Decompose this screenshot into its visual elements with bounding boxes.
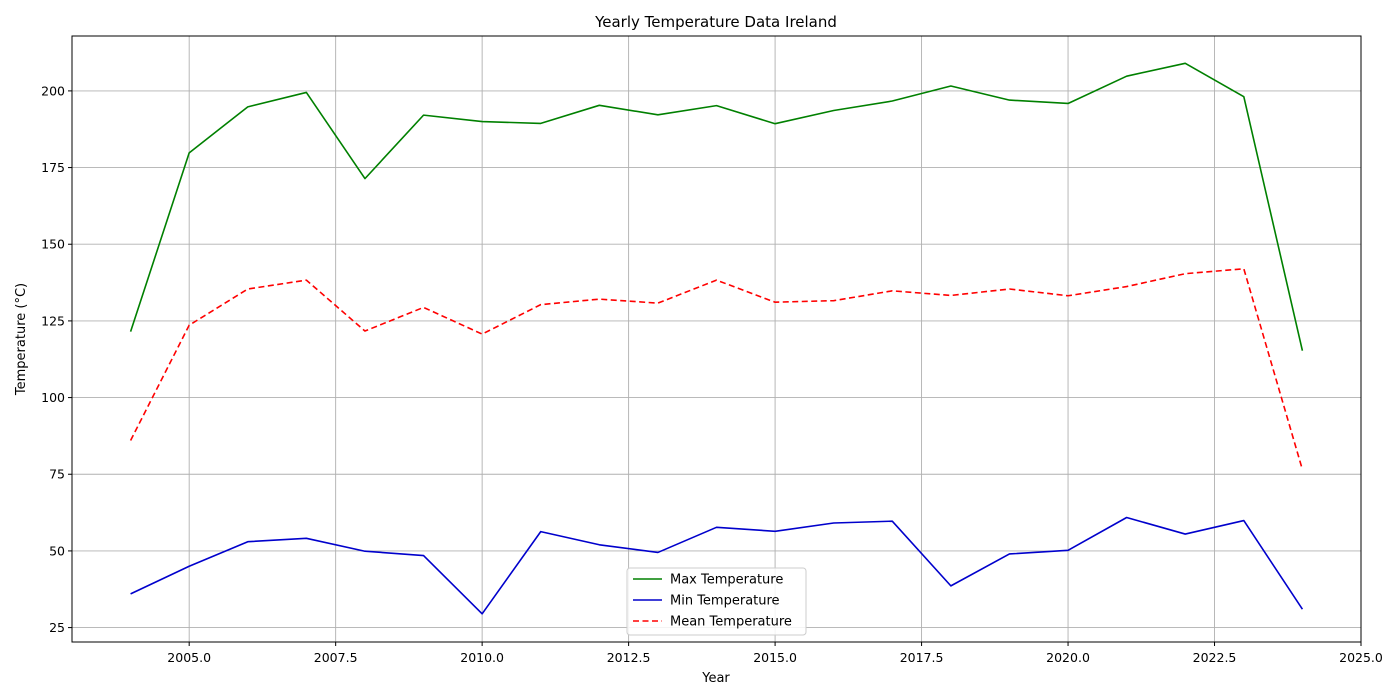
legend-label-min-temperature: Min Temperature xyxy=(670,594,780,609)
legend: Max Temperature Min Temperature Mean Tempe… xyxy=(626,567,807,636)
legend-box xyxy=(626,567,807,636)
legend-label-max-temperature: Max Temperature xyxy=(670,573,783,588)
x-tick-label: 2022.5 xyxy=(1193,650,1237,665)
x-tick-label: 2012.5 xyxy=(607,650,651,665)
x-axis-label: Year xyxy=(701,671,730,686)
legend-label-mean-temperature: Mean Temperature xyxy=(670,615,792,630)
y-tick-label: 25 xyxy=(49,620,65,635)
y-tick-label: 175 xyxy=(41,160,65,175)
x-tick-label: 2007.5 xyxy=(314,650,358,665)
y-tick-label: 75 xyxy=(49,467,65,482)
series-line-min-temperature xyxy=(130,516,1304,615)
y-tick-label: 50 xyxy=(49,543,65,558)
axis-ticks: 2005.0 2007.5 2010.0 2012.5 2015.0 2017.5 2020… xyxy=(41,83,1383,665)
series-line-max-temperature xyxy=(129,62,1304,351)
y-tick-label: 125 xyxy=(41,313,65,328)
y-tick-label: 100 xyxy=(41,390,65,405)
chart-title: Yearly Temperature Data Ireland xyxy=(594,13,837,31)
series-line-mean-temperature xyxy=(129,267,1304,470)
x-tick-label: 2017.5 xyxy=(900,650,944,665)
x-tick-label: 2010.0 xyxy=(460,650,504,665)
y-axis-label: Temperature (°C) xyxy=(14,283,29,396)
y-tick-label: 200 xyxy=(41,83,65,98)
plot-area-frame xyxy=(71,35,1362,643)
x-tick-label: 2015.0 xyxy=(753,650,797,665)
x-tick-label: 2025.0 xyxy=(1339,650,1383,665)
y-tick-label: 150 xyxy=(41,237,65,252)
series-lines xyxy=(129,62,1304,615)
x-tick-label: 2020.0 xyxy=(1046,650,1090,665)
x-tick-label: 2005.0 xyxy=(167,650,211,665)
